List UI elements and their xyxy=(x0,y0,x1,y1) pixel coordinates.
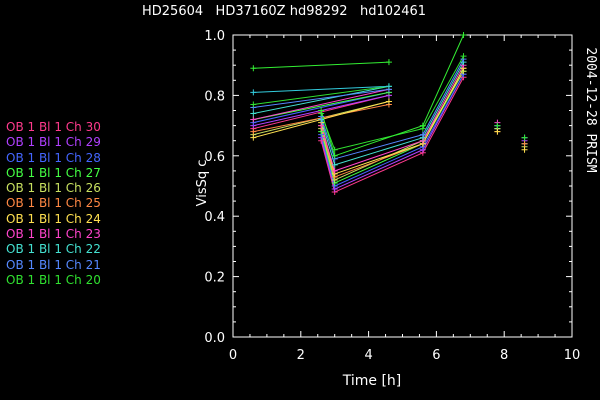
series-line-segment xyxy=(320,116,336,159)
data-point xyxy=(250,101,257,108)
legend-entry: OB 1 Bl 1 Ch 27 xyxy=(6,165,101,180)
data-point xyxy=(331,152,338,159)
data-point xyxy=(318,122,325,129)
y-tick-label: 0.6 xyxy=(204,150,225,165)
series-line-segment xyxy=(422,61,464,138)
legend-entry: OB 1 Bl 1 Ch 28 xyxy=(6,150,101,165)
series-line-segment xyxy=(253,88,390,121)
series-line-segment xyxy=(320,119,336,166)
data-point xyxy=(385,59,392,66)
series-line-segment xyxy=(334,128,423,151)
ticks: 0 2 4 6 8 10 0.0 0.2 0.4 0.6 0.8 1.0 xyxy=(204,29,580,363)
legend-entry: OB 1 Bl 1 Ch 23 xyxy=(6,227,101,242)
legend-entry: OB 1 Bl 1 Ch 21 xyxy=(6,257,101,272)
series-line-segment xyxy=(422,74,464,147)
series-line-segment xyxy=(334,149,424,190)
legend-entry: OB 1 Bl 1 Ch 22 xyxy=(6,242,101,257)
axes xyxy=(232,34,573,338)
legend-entry: OB 1 Bl 1 Ch 26 xyxy=(6,181,101,196)
series-line-segment xyxy=(334,143,424,175)
series-line-segment xyxy=(334,140,424,172)
series-markers xyxy=(250,32,528,196)
legend-entry: OB 1 Bl 1 Ch 24 xyxy=(6,211,101,226)
series-line-segment xyxy=(334,125,424,157)
data-point xyxy=(250,65,257,72)
series-line-segment xyxy=(320,137,336,190)
data-point xyxy=(521,140,528,147)
data-point xyxy=(494,128,501,135)
series-line-segment xyxy=(422,67,464,144)
series-line-segment xyxy=(334,146,424,187)
data-point xyxy=(318,107,325,114)
legend-entry: OB 1 Bl 1 Ch 30 xyxy=(6,120,101,134)
series-line-segment xyxy=(422,77,464,154)
series-line-segment xyxy=(320,131,336,184)
data-point xyxy=(331,167,338,174)
date-label: 2004-12-28 PRISM xyxy=(583,47,598,172)
data-point xyxy=(385,83,392,90)
legend: OB 1 Bl 1 Ch 30 OB 1 Bl 1 Ch 29 OB 1 Bl 1 … xyxy=(6,120,101,288)
data-point xyxy=(460,32,467,38)
series-line-segment xyxy=(422,34,464,126)
series-line-segment xyxy=(253,85,390,115)
series-line-segment xyxy=(422,58,464,135)
x-tick-label: 10 xyxy=(564,348,581,363)
data-point xyxy=(385,98,392,105)
data-point xyxy=(250,134,257,141)
chart-title: HD25604 HD37160Z hd98292 hd102461 xyxy=(142,4,427,19)
series-line-segment xyxy=(334,143,424,184)
series-line-segment xyxy=(320,128,336,181)
data-point xyxy=(250,110,257,117)
series-lines xyxy=(253,34,464,193)
series-line-segment xyxy=(334,134,423,160)
series-line-segment xyxy=(334,152,424,193)
plot-frame xyxy=(232,34,573,338)
y-tick-label: 0.4 xyxy=(204,210,225,225)
data-point xyxy=(460,53,467,60)
data-point xyxy=(521,134,528,141)
x-tick-label: 4 xyxy=(364,348,372,363)
data-point xyxy=(521,146,528,153)
data-point xyxy=(250,116,257,123)
y-axis-label: VisSq c xyxy=(195,160,210,207)
y-tick-label: 1.0 xyxy=(204,29,225,44)
data-point xyxy=(331,146,338,153)
series-line-segment xyxy=(253,85,389,93)
legend-entry: OB 1 Bl 1 Ch 25 xyxy=(6,196,101,211)
series-line-segment xyxy=(253,85,390,105)
data-point xyxy=(250,89,257,96)
series-line-segment xyxy=(320,134,336,187)
data-point xyxy=(419,131,426,138)
x-tick-label: 2 xyxy=(297,348,305,363)
data-point xyxy=(331,161,338,168)
series-line-segment xyxy=(253,88,390,108)
y-tick-label: 0.8 xyxy=(204,89,225,104)
series-line-segment xyxy=(253,61,389,69)
y-tick-label: 0.0 xyxy=(204,331,225,346)
series-line-segment xyxy=(422,64,464,141)
x-tick-label: 8 xyxy=(500,348,508,363)
series-line-segment xyxy=(320,110,336,156)
legend-entry: OB 1 Bl 1 Ch 20 xyxy=(6,272,101,287)
y-tick-label: 0.2 xyxy=(204,271,225,286)
data-point xyxy=(494,122,501,129)
series-line-segment xyxy=(320,140,336,193)
series-line-segment xyxy=(320,125,336,172)
data-point xyxy=(250,128,257,135)
data-point xyxy=(419,122,426,129)
x-tick-label: 6 xyxy=(432,348,440,363)
x-axis-label: Time [h] xyxy=(342,373,402,389)
series-line-segment xyxy=(422,55,464,129)
x-tick-label: 0 xyxy=(229,348,237,363)
legend-entry: OB 1 Bl 1 Ch 29 xyxy=(6,135,101,150)
series-line-segment xyxy=(334,137,423,166)
